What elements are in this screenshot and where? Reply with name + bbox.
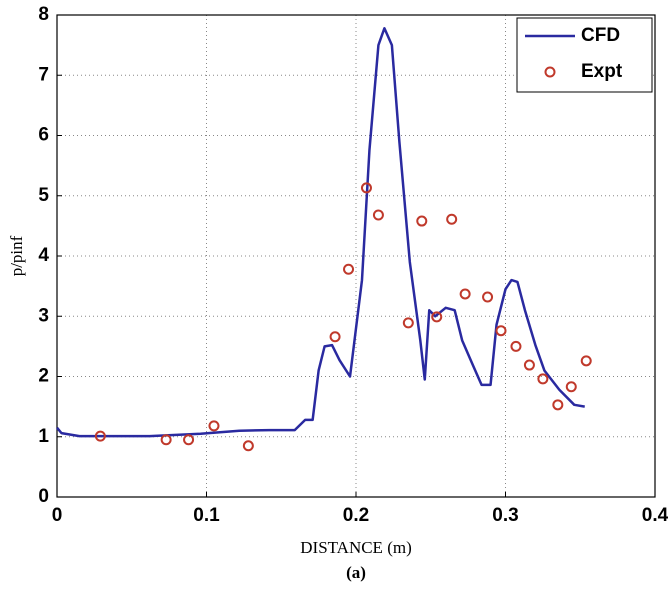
expt-marker bbox=[416, 215, 428, 227]
expt-marker bbox=[360, 182, 372, 194]
x-tick-label: 0.3 bbox=[492, 505, 518, 526]
y-tick-label: 6 bbox=[38, 125, 49, 146]
expt-marker bbox=[446, 213, 458, 225]
expt-marker bbox=[431, 311, 443, 323]
y-tick-label: 7 bbox=[38, 64, 49, 85]
legend-swatch bbox=[544, 66, 556, 78]
expt-marker bbox=[343, 263, 355, 275]
expt-marker bbox=[94, 430, 106, 442]
expt-marker bbox=[459, 288, 471, 300]
expt-marker bbox=[580, 355, 592, 367]
expt-marker bbox=[482, 291, 494, 303]
y-tick-label: 1 bbox=[38, 426, 49, 447]
expt-marker bbox=[510, 340, 522, 352]
expt-marker bbox=[552, 399, 564, 411]
legend-label: Expt bbox=[581, 61, 623, 82]
y-tick-label: 2 bbox=[38, 366, 49, 387]
legend-label: CFD bbox=[581, 25, 620, 46]
x-tick-label: 0.4 bbox=[642, 505, 668, 526]
expt-marker bbox=[242, 440, 254, 452]
caption: (a) bbox=[346, 563, 366, 582]
x-tick-label: 0.1 bbox=[193, 505, 220, 526]
expt-marker bbox=[372, 209, 384, 221]
expt-marker bbox=[160, 434, 172, 446]
expt-marker bbox=[523, 359, 535, 371]
expt-marker bbox=[208, 420, 220, 432]
y-tick-label: 5 bbox=[38, 185, 49, 206]
legend-box bbox=[516, 17, 653, 93]
cfd-line bbox=[56, 27, 585, 438]
y-tick-label: 0 bbox=[38, 486, 49, 507]
expt-marker bbox=[402, 317, 414, 329]
y-axis-label: p/pinf bbox=[7, 235, 26, 276]
x-tick-label: 0.2 bbox=[343, 505, 369, 526]
expt-marker bbox=[183, 434, 195, 446]
y-tick-label: 8 bbox=[38, 4, 49, 25]
x-axis-label: DISTANCE (m) bbox=[300, 538, 412, 557]
y-tick-label: 3 bbox=[38, 305, 49, 326]
expt-marker bbox=[565, 381, 577, 393]
expt-marker bbox=[537, 373, 549, 385]
x-tick-label: 0 bbox=[52, 505, 63, 526]
expt-marker bbox=[495, 325, 507, 337]
expt-marker bbox=[329, 331, 341, 343]
y-tick-label: 4 bbox=[38, 245, 49, 266]
plot-frame bbox=[56, 14, 656, 498]
